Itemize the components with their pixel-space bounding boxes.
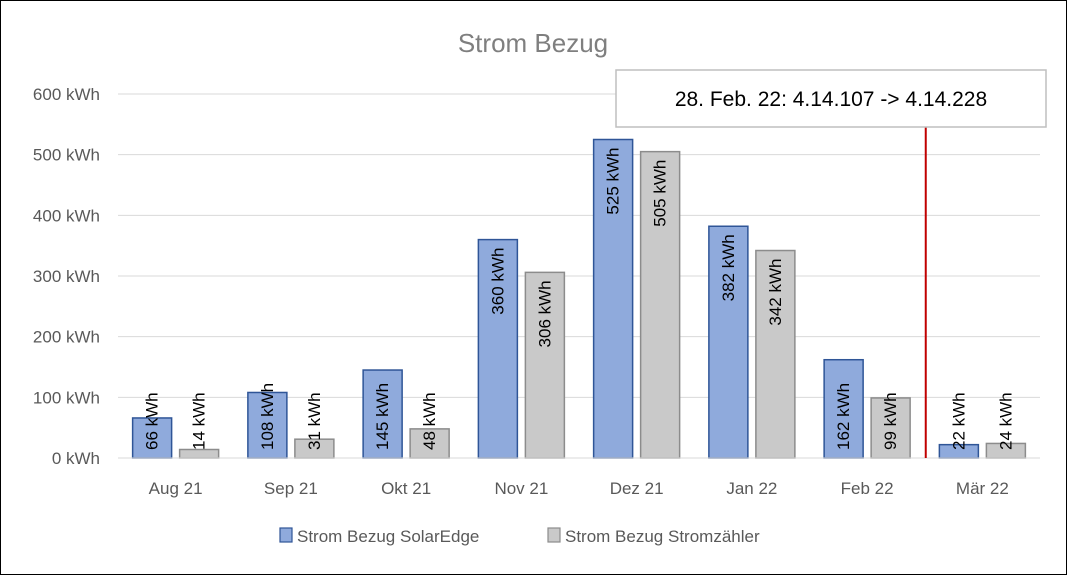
data-label: 48 kWh: [420, 392, 439, 450]
bar-series-1: [362, 369, 403, 459]
data-label: 162 kWh: [834, 383, 853, 450]
bar-series-2: [409, 428, 450, 459]
bars: [131, 138, 1027, 459]
y-tick-label: 0 kWh: [52, 449, 100, 468]
y-tick-label: 300 kWh: [33, 267, 100, 286]
data-label: 108 kWh: [258, 383, 277, 450]
bar-series-1: [131, 417, 173, 459]
x-axis-labels: Aug 21 Sep 21 Okt 21 Nov 21 Dez 21 Jan 22 Feb …: [149, 479, 1009, 498]
data-label: 145 kWh: [373, 383, 392, 450]
x-category-label: Dez 21: [610, 479, 664, 498]
y-tick-label: 500 kWh: [33, 146, 100, 165]
data-label: 525 kWh: [604, 148, 623, 215]
y-tick-label: 400 kWh: [33, 206, 100, 225]
bar-series-2: [755, 249, 796, 459]
y-tick-label: 600 kWh: [33, 85, 100, 104]
data-label: 31 kWh: [305, 392, 324, 450]
x-category-label: Nov 21: [494, 479, 548, 498]
x-category-label: Sep 21: [264, 479, 318, 498]
bar-series-1: [247, 391, 288, 459]
bar-series-1: [708, 225, 749, 459]
legend: Strom Bezug SolarEdge Strom Bezug Stromzä…: [279, 527, 760, 546]
data-labels: 66 kWh 14 kWh 108 kWh 31 kWh 145 kWh 48 kWh 36…: [143, 148, 1016, 451]
legend-label: Strom Bezug Stromzähler: [565, 527, 760, 546]
y-tick-label: 200 kWh: [33, 328, 100, 347]
x-category-label: Feb 22: [841, 479, 894, 498]
annotation-text: 28. Feb. 22: 4.14.107 -> 4.14.228: [675, 88, 987, 111]
legend-swatch: [547, 527, 561, 543]
data-label: 99 kWh: [881, 392, 900, 450]
data-label: 22 kWh: [949, 392, 968, 450]
gridlines: [118, 93, 1040, 398]
data-label: 24 kWh: [996, 392, 1015, 450]
y-axis-labels: 0 kWh 100 kWh 200 kWh 300 kWh 400 kWh 500 kWh…: [33, 85, 100, 468]
x-category-label: Okt 21: [381, 479, 431, 498]
legend-swatch: [279, 527, 293, 543]
data-label: 505 kWh: [651, 160, 670, 227]
bar-series-2: [870, 397, 911, 459]
legend-label: Strom Bezug SolarEdge: [297, 527, 479, 546]
data-label: 306 kWh: [535, 280, 554, 347]
x-category-label: Aug 21: [149, 479, 203, 498]
x-category-label: Jan 22: [726, 479, 777, 498]
chart-title: Strom Bezug: [458, 28, 608, 58]
x-category-label: Mär 22: [956, 479, 1009, 498]
annotation-box: 28. Feb. 22: 4.14.107 -> 4.14.228: [615, 69, 1047, 128]
y-tick-label: 100 kWh: [33, 388, 100, 407]
bar-series-2: [639, 150, 681, 459]
data-label: 342 kWh: [766, 259, 785, 326]
data-label: 14 kWh: [190, 392, 209, 450]
data-label: 66 kWh: [143, 392, 162, 450]
data-label: 360 kWh: [488, 248, 507, 315]
data-label: 382 kWh: [719, 234, 738, 301]
bar-series-1: [823, 358, 864, 459]
